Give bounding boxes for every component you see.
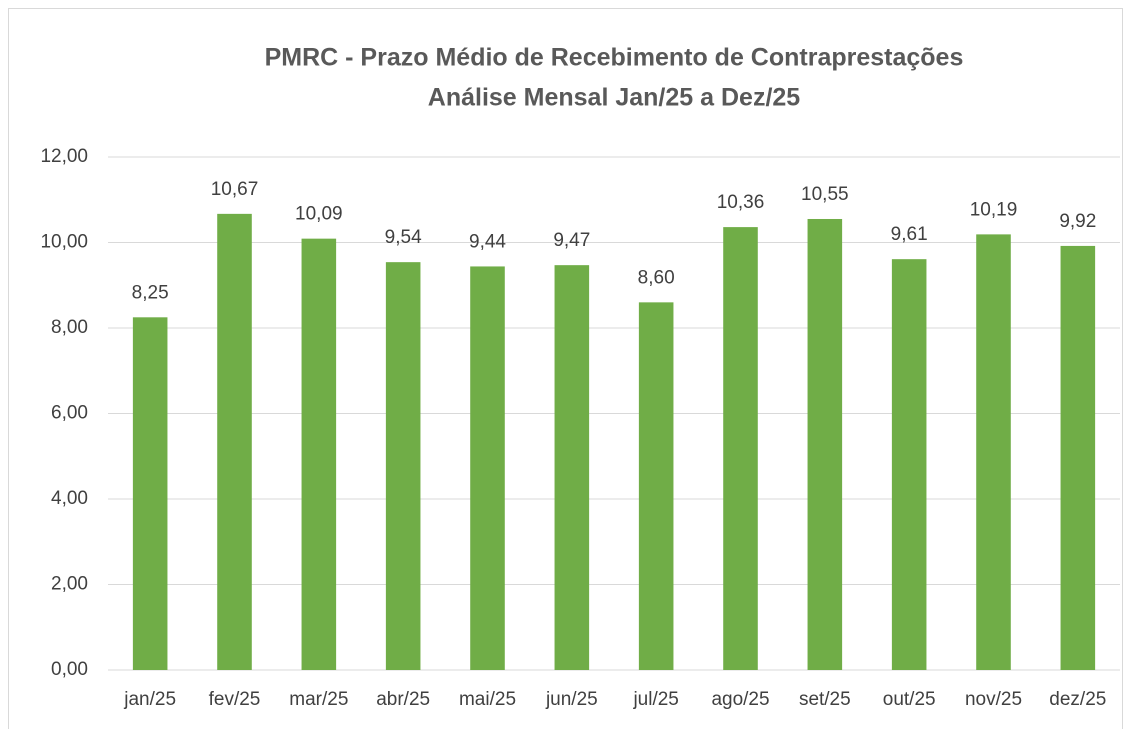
bar — [132, 317, 168, 670]
bar — [301, 238, 337, 670]
x-tick-label: abr/25 — [376, 689, 430, 710]
data-label: 8,25 — [132, 282, 169, 303]
data-label: 10,55 — [801, 184, 849, 205]
chart-border — [8, 8, 1123, 729]
bar — [976, 234, 1011, 670]
bar — [385, 262, 421, 670]
bar — [638, 302, 674, 670]
y-tick-label: 12,00 — [40, 146, 88, 167]
y-tick-label: 0,00 — [51, 659, 88, 680]
y-tick-label: 2,00 — [51, 574, 88, 595]
x-tick-label: set/25 — [799, 689, 851, 710]
x-tick-label: ago/25 — [711, 689, 769, 710]
data-label: 8,60 — [638, 267, 675, 288]
bar — [217, 213, 252, 671]
y-tick-label: 8,00 — [51, 317, 88, 338]
bar — [723, 227, 758, 671]
x-tick-label: mai/25 — [459, 689, 516, 710]
data-label: 9,61 — [891, 224, 928, 245]
bar — [470, 266, 505, 670]
x-tick-label: nov/25 — [965, 689, 1022, 710]
data-label: 10,36 — [717, 192, 765, 213]
data-label: 9,54 — [385, 227, 422, 248]
x-tick-label: out/25 — [883, 689, 936, 710]
y-tick-label: 10,00 — [40, 232, 88, 253]
x-tick-label: fev/25 — [209, 689, 261, 710]
data-label: 9,92 — [1059, 211, 1096, 232]
bar — [1060, 245, 1096, 671]
x-tick-label: dez/25 — [1049, 689, 1106, 710]
chart-subtitle: Análise Mensal Jan/25 a Dez/25 — [428, 84, 801, 112]
bar — [554, 265, 590, 670]
y-tick-label: 4,00 — [51, 488, 88, 509]
data-label: 10,19 — [970, 199, 1018, 220]
data-label: 10,67 — [211, 179, 259, 200]
bar — [891, 259, 927, 670]
y-tick-label: 6,00 — [51, 403, 88, 424]
x-tick-label: jun/25 — [545, 689, 598, 710]
data-label: 9,47 — [553, 230, 590, 251]
data-label: 9,44 — [469, 231, 506, 252]
chart-title: PMRC - Prazo Médio de Recebimento de Con… — [265, 44, 964, 72]
x-tick-label: jan/25 — [123, 689, 176, 710]
x-tick-label: mar/25 — [289, 689, 348, 710]
data-label: 10,09 — [295, 204, 343, 225]
x-tick-label: jul/25 — [632, 689, 678, 710]
bar — [807, 218, 843, 671]
